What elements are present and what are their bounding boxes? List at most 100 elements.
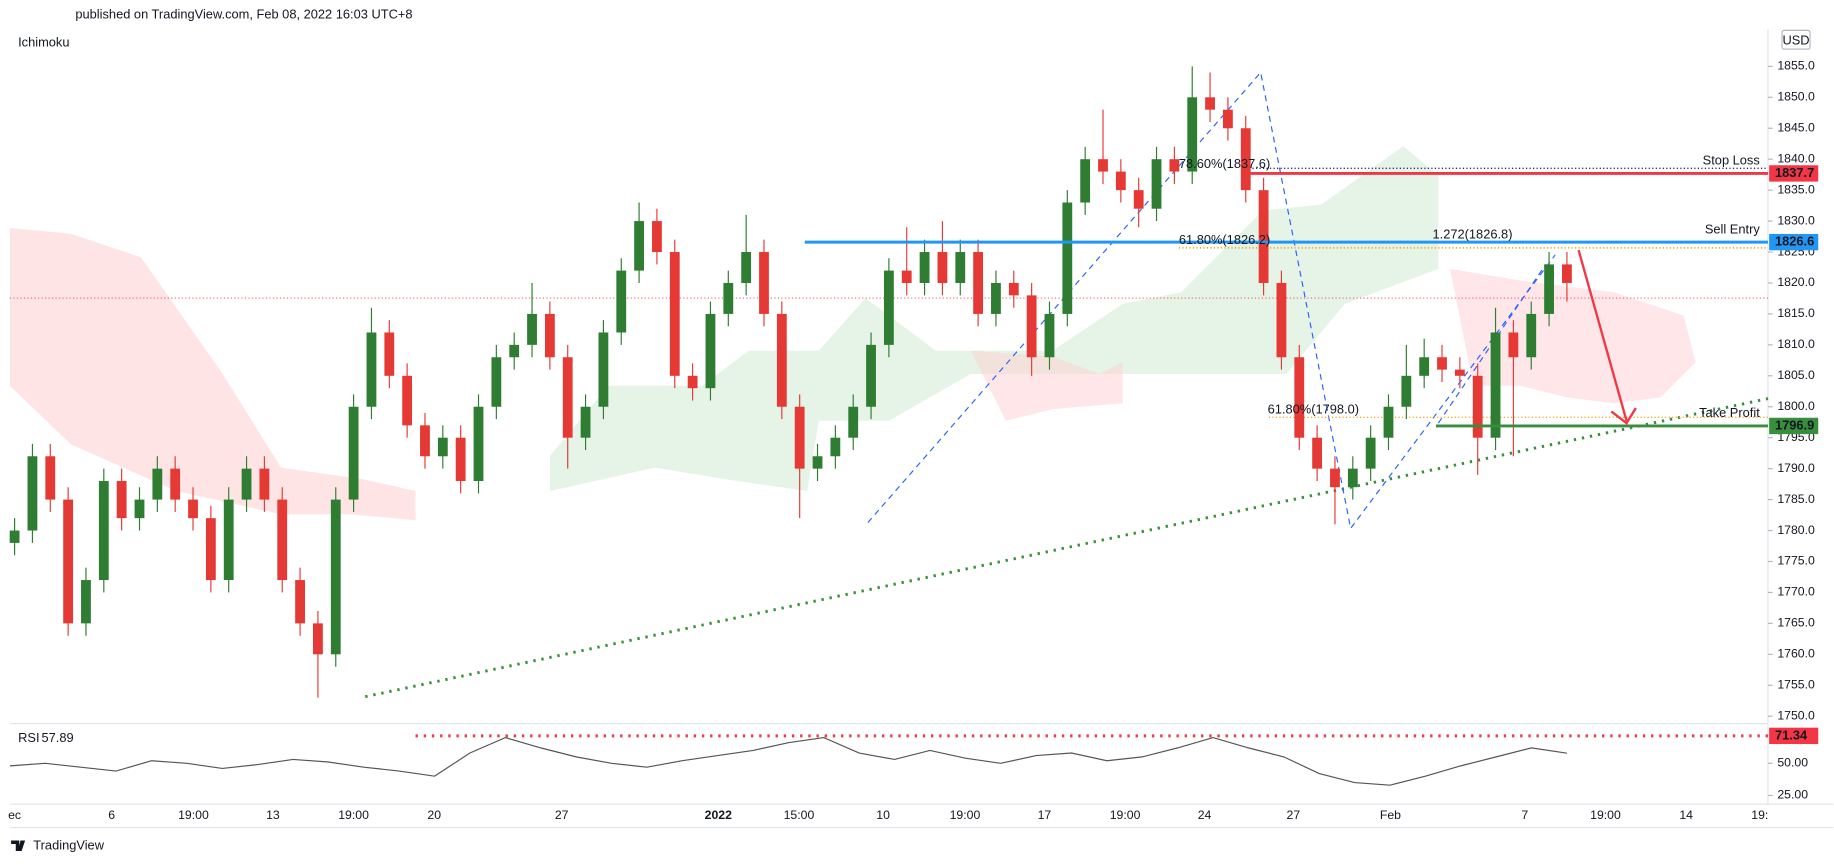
candle-body [1437,357,1447,370]
candle-body [812,456,823,469]
level-box [1769,417,1819,435]
x-tick-label: 17 [1038,808,1052,822]
annotation: 61.80%(1798.0) [1268,402,1359,417]
candle-body [1472,375,1483,438]
footer: TradingView [33,838,104,853]
level-label: 1837.7 [1775,165,1814,180]
candle-body [1330,468,1340,488]
candle-body [188,499,198,519]
candle-body [1508,332,1519,358]
candle-body [295,580,305,624]
candle-body [437,437,448,457]
x-tick-label: 10 [876,808,890,822]
candle-body [776,313,787,407]
y-tick-label: 1845.0 [1777,120,1815,134]
candle-body [223,499,234,581]
cloud [970,350,1123,421]
candle-body [313,623,323,655]
header: published on TradingView.com, Feb 08, 20… [75,7,412,22]
candle-body [544,313,555,358]
y-tick-label: 1855.0 [1777,59,1815,73]
y-tick-label: 1775.0 [1777,554,1815,568]
candle-body [1347,468,1358,488]
y-tick-label: 1760.0 [1777,647,1815,661]
annotation: 1.272(1826.8) [1432,226,1512,241]
candle-body [848,406,859,438]
y-tick-label: 1785.0 [1777,492,1815,506]
candle-body [116,481,127,519]
candle-body [455,437,466,482]
candle-body [1169,159,1180,172]
x-tick-label: 24 [1198,808,1212,822]
y-tick-label: 1755.0 [1777,677,1815,691]
rsi-level-label: 71.34 [1775,727,1808,742]
arrow-head [1610,407,1637,425]
cloud [1450,268,1696,404]
level-name: Sell Entry [1705,222,1761,237]
candle-body [794,406,805,469]
candle-body [759,252,769,314]
candle-body [1294,357,1305,438]
x-tick-label: 19:00 [1110,808,1141,822]
candle-body [1222,109,1233,129]
level-label: 1826.6 [1775,234,1814,249]
x-tick-label: 19:00 [1590,808,1621,822]
candle-body [1115,171,1126,191]
indicator-name: Ichimoku [18,35,69,50]
y-tick-label: 1800.0 [1777,399,1815,413]
candle-body [937,252,948,283]
y-tick-label: 1835.0 [1777,182,1815,196]
candle-body [1008,282,1019,296]
trend-line [364,397,1769,699]
candle-body [562,357,573,438]
candle-body [134,499,145,519]
x-tick-label: 19: [1751,808,1768,822]
y-tick-label: 1830.0 [1777,213,1815,227]
candle-body [1258,190,1269,283]
candle-body [63,499,74,624]
rsi-line [9,736,1568,786]
annotation: 78.60%(1837.6) [1179,156,1270,171]
candle-body [669,252,680,376]
candle-body [9,530,20,543]
candle-body [866,344,876,407]
rsi-tick-label: 25.00 [1777,788,1808,802]
candle-body [652,221,662,253]
candle-body [1544,264,1554,314]
candle-body [616,270,627,333]
x-tick-label: 20 [427,808,441,822]
candle-body [901,270,912,283]
candle-body [98,481,109,581]
x-tick-label: 19:00 [338,808,369,822]
x-tick-label: 15:00 [784,808,815,822]
candle-body [1062,202,1073,314]
candle-body [241,468,252,500]
x-tick-label: ec [8,808,21,822]
candle-body [883,270,894,345]
candle-body [1240,128,1251,191]
candle-body [741,252,752,283]
candle-body [205,518,216,581]
candle-body [723,282,734,314]
candle-body [1133,190,1144,209]
candle-body [1490,332,1501,438]
candle-body [348,406,359,500]
candle-body [420,425,430,457]
candle-body [598,332,609,407]
x-tick-label: 13 [266,808,280,822]
candle-body [580,406,591,438]
level-name: Take Profit [1699,405,1760,420]
x-tick-label: 2022 [705,808,732,822]
candle-body [1044,313,1055,358]
y-tick-label: 1815.0 [1777,306,1815,320]
candle-body [1026,295,1037,358]
x-tick-label: 14 [1679,808,1693,822]
candle-body [1383,406,1394,438]
currency-box [1781,29,1811,50]
candle-body [509,344,520,358]
candle-body [973,252,984,314]
x-tick-label: Feb [1380,808,1401,822]
candle-body [919,252,930,283]
